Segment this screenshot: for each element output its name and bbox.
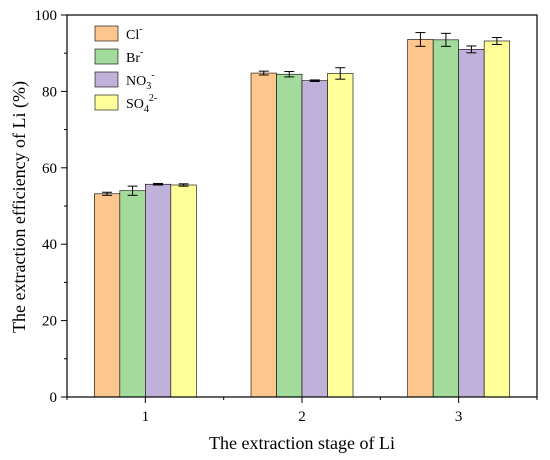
bar-br-stage-1 <box>119 190 146 398</box>
x-tick-label: 3 <box>455 409 463 425</box>
y-tick-label: 60 <box>42 161 57 177</box>
bar-br-stage-3 <box>432 39 459 398</box>
error-bar <box>102 191 113 196</box>
error-bar <box>258 70 269 76</box>
bar-no-stage-3 <box>458 49 485 398</box>
error-bar <box>415 32 426 47</box>
x-tick-label: 1 <box>142 409 150 425</box>
error-bars-layer <box>102 32 502 196</box>
bar-br-stage-2 <box>276 73 303 398</box>
bars-layer <box>94 39 510 398</box>
bar-so-stage-3 <box>483 40 510 398</box>
bar-no-stage-2 <box>301 80 328 398</box>
legend-swatch <box>94 25 119 42</box>
bar-so-stage-1 <box>170 184 197 398</box>
bar-no-stage-1 <box>145 183 172 398</box>
x-axis-label: The extraction stage of Li <box>209 433 395 453</box>
legend-label: NO3- <box>126 70 155 92</box>
legend-entry: NO3- <box>94 70 155 92</box>
legend-swatch <box>94 71 119 88</box>
y-tick-label: 20 <box>42 314 57 330</box>
error-bar <box>178 183 189 187</box>
x-tick-label: 2 <box>298 409 306 425</box>
legend-label: Br- <box>126 47 143 66</box>
error-bar <box>284 71 295 78</box>
legend-entry: Cl- <box>94 24 143 43</box>
error-bar <box>491 37 502 45</box>
legend-swatch <box>94 48 119 65</box>
y-axis-label: The extraction efficiency of Li (%) <box>9 81 30 333</box>
bar-cl-stage-1 <box>94 193 121 398</box>
error-bar <box>153 182 164 186</box>
legend-swatch <box>94 94 119 111</box>
axes: 0 20 40 60 80 100 1 2 3 <box>35 8 538 425</box>
bar-cl-stage-2 <box>250 72 277 398</box>
y-tick-label: 0 <box>50 390 58 406</box>
legend-entry: SO42- <box>94 93 157 115</box>
error-bar <box>335 67 346 80</box>
error-bar <box>466 45 477 54</box>
error-bar <box>309 79 320 82</box>
error-bar <box>127 185 138 196</box>
y-tick-label: 80 <box>42 84 57 100</box>
legend: Cl- Br- NO3-SO42- <box>94 24 157 115</box>
legend-label: SO42- <box>126 93 157 115</box>
bar-so-stage-2 <box>327 73 354 398</box>
error-bar <box>440 32 451 47</box>
y-tick-label: 40 <box>42 237 57 253</box>
legend-label: Cl- <box>126 24 143 43</box>
y-tick-label: 100 <box>35 8 58 24</box>
bar-cl-stage-3 <box>407 39 434 398</box>
legend-entry: Br- <box>94 47 143 66</box>
